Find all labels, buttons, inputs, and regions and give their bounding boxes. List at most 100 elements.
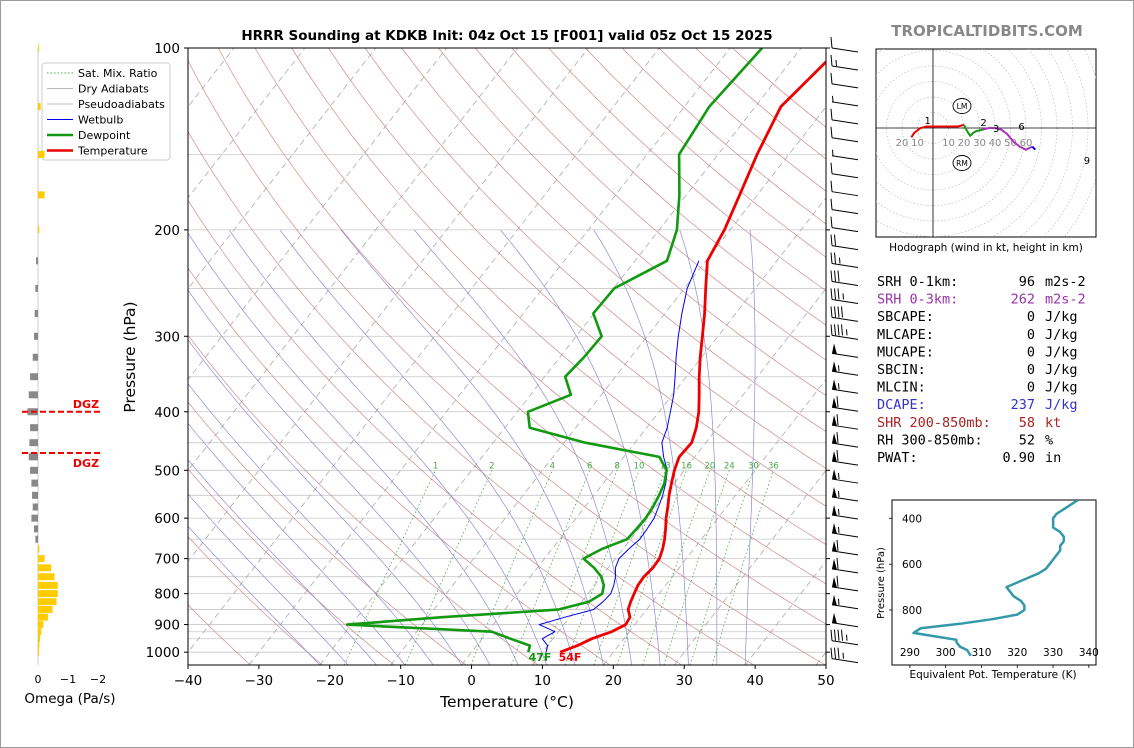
stat-unit: J/kg: [1045, 397, 1078, 413]
mixing-ratio-label: 24: [724, 461, 735, 471]
wind-barb: [830, 629, 859, 646]
stat-row: SRH 0-1km: 96 m2s-2: [877, 274, 1086, 290]
moist-adiabat-line: [593, 229, 689, 665]
theta-e-x-tick-label: 330: [1043, 647, 1063, 659]
x-tick-label: −20: [316, 673, 345, 689]
wind-barb: [830, 647, 859, 664]
hodograph-ring-label: 60: [1020, 138, 1033, 149]
wind-barb: [831, 612, 859, 628]
omega-bar: [38, 545, 40, 553]
stat-unit: J/kg: [1045, 327, 1078, 343]
theta-e-plot: 290 300 310 320 330 340 400 600 800: [889, 500, 1099, 668]
wind-barb: [831, 379, 859, 394]
stat-row: RH 300-850mb: 52%: [877, 432, 1053, 448]
mixing-ratio-line: [711, 470, 774, 665]
barb-half-flag: [842, 652, 844, 659]
dry-adiabat-line: [188, 468, 395, 665]
stat-label: SRH 0-3km:: [877, 292, 958, 308]
stat-unit: %: [1045, 432, 1053, 448]
dry-adiabat-line: [474, 48, 826, 361]
hodograph-ring-label: 10: [942, 138, 955, 149]
barb-half-flag: [838, 598, 840, 605]
barb-staff: [831, 155, 859, 161]
stat-value: 0: [1027, 344, 1035, 360]
stat-row: MUCAPE: 0 J/kg: [877, 344, 1078, 360]
barb-pennant: [832, 576, 837, 588]
stat-row: SBCIN: 0 J/kg: [877, 362, 1078, 378]
mixing-ratio-label: 16: [681, 461, 692, 471]
barb-staff: [831, 119, 859, 125]
omega-bar: [38, 581, 58, 589]
x-tick-label: 20: [605, 673, 622, 689]
isotherm-line: [188, 48, 377, 290]
mixing-ratio-label: 6: [587, 461, 592, 471]
omega-bar: [38, 613, 48, 621]
dry-adiabat-line: [328, 48, 826, 507]
mixing-ratio-line: [564, 470, 640, 665]
dry-adiabat-line: [188, 401, 467, 665]
hodograph-frame: [875, 48, 1097, 238]
barb-half-flag: [832, 95, 834, 102]
omega-tick-label: −1: [60, 673, 76, 686]
barb-staff: [831, 334, 859, 340]
hodograph-height-label: 1: [925, 116, 931, 127]
omega-bar: [31, 479, 38, 487]
stat-unit: kt: [1045, 415, 1061, 431]
omega-bar: [38, 555, 45, 563]
barb-staff: [831, 227, 859, 233]
barb-flag: [841, 324, 843, 336]
moist-adiabat-line: [188, 383, 434, 665]
legend: Sat. Mix. Ratio Dry Adiabats Pseudoadiabat…: [41, 62, 171, 161]
moist-adiabat-line: [679, 229, 718, 665]
wind-barb: [830, 288, 859, 304]
omega-bar: [32, 353, 38, 361]
wind-barb: [831, 414, 859, 430]
omega-tick-label: 0: [35, 673, 42, 686]
theta-e-x-tick-label: 340: [1079, 647, 1099, 659]
legend-box: [41, 62, 171, 161]
chart-title: HRRR Sounding at KDKB Init: 04z Oct 15 […: [241, 28, 772, 44]
barb-flag: [830, 288, 833, 300]
barb-pennant: [832, 415, 837, 427]
omega-bar: [38, 648, 39, 656]
barb-pennant: [832, 433, 837, 445]
wind-barb: [830, 306, 859, 322]
barb-pennant: [832, 504, 837, 516]
barb-staff: [831, 191, 859, 197]
storm-motion-label: LM: [957, 102, 968, 111]
skewt-xlabel: Temperature (°C): [439, 693, 574, 711]
x-tick-label: 10: [534, 673, 551, 689]
y-tick-label: 800: [154, 587, 180, 603]
stat-row: PWAT: 0.90 in: [877, 450, 1061, 466]
x-tick-label: −10: [386, 673, 415, 689]
barb-pennant: [832, 343, 837, 355]
dry-adiabat-line: [438, 48, 826, 396]
omega-bar: [34, 525, 38, 533]
skewt-frame: [187, 47, 827, 666]
hodograph-ring-label: 10: [911, 138, 924, 149]
wind-barb: [831, 450, 859, 466]
moist-adiabat-line: [279, 229, 576, 665]
mixing-ratio-line: [404, 470, 493, 665]
omega-bar: [34, 309, 38, 317]
stat-value: 237: [1011, 397, 1035, 413]
omega-bars: 0 −1 −2 DGZ DGZ: [22, 44, 106, 686]
isotherm-line: [461, 197, 826, 665]
moist-adiabat-line: [413, 229, 633, 665]
stat-row: SBCAPE: 0 J/kg: [877, 309, 1078, 325]
theta-e-y-tick-label: 600: [902, 559, 922, 571]
omega-bar: [31, 514, 38, 522]
dewpoint-line: [345, 48, 764, 653]
skewt-axes: −40 −30 −20 −10 0 10 20 30 40 50 100 200 300 400 500 60…: [146, 41, 835, 689]
omega-tick-label: −2: [90, 673, 106, 686]
barb-flag: [834, 647, 836, 659]
barb-flag: [836, 414, 839, 426]
dry-adiabat-line: [254, 48, 826, 585]
wind-barb: [830, 54, 859, 71]
barb-staff: [831, 658, 859, 664]
barb-flag: [837, 288, 840, 300]
barb-flag: [836, 396, 839, 408]
hodograph-trace: [1031, 145, 1037, 151]
